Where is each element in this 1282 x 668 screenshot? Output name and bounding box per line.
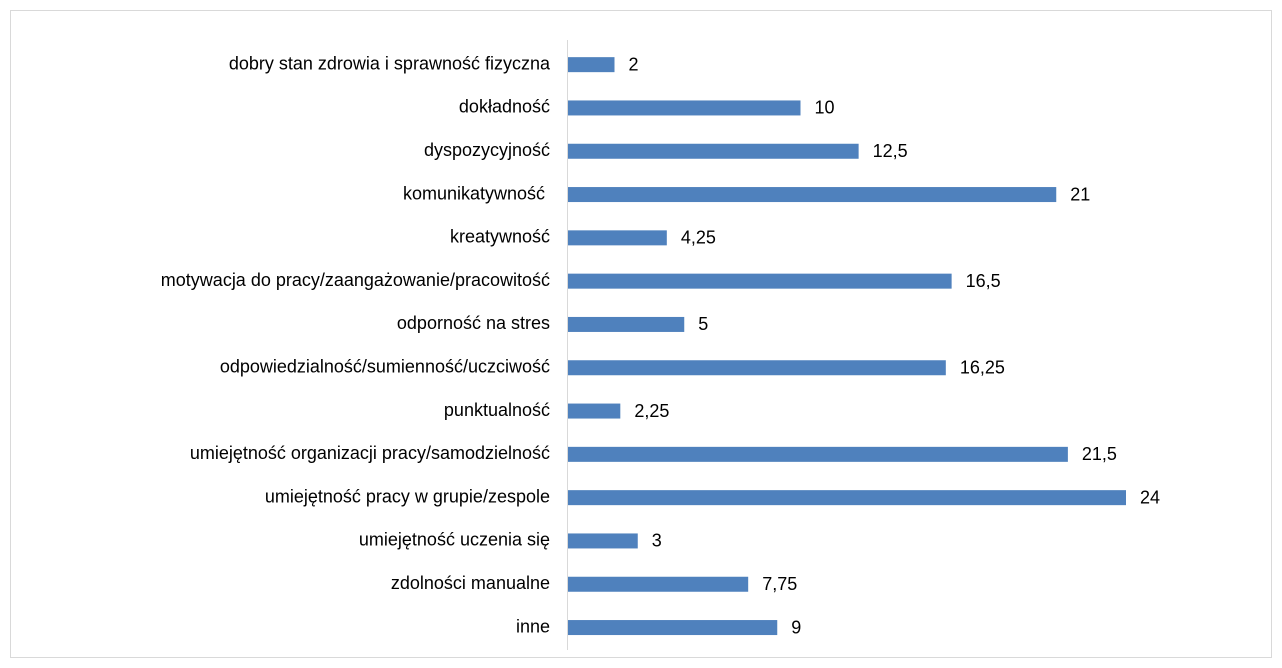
y-tick-label: umiejętność pracy w grupie/zespole xyxy=(265,486,550,506)
chart-frame xyxy=(10,10,1272,658)
data-label: 24 xyxy=(1140,487,1160,507)
bar xyxy=(568,316,685,332)
bar xyxy=(568,230,667,246)
data-label: 16,25 xyxy=(960,358,1005,378)
data-label: 4,25 xyxy=(681,228,716,248)
data-label: 10 xyxy=(815,98,835,118)
y-tick-label: komunikatywność xyxy=(403,183,550,203)
y-tick-label: umiejętność uczenia się xyxy=(359,530,550,550)
y-tick-label: zdolności manualne xyxy=(391,573,550,593)
y-tick-label: umiejętność organizacji pracy/samodzieln… xyxy=(190,443,550,463)
bar xyxy=(568,273,952,289)
bar xyxy=(568,187,1057,203)
data-label: 5 xyxy=(698,314,708,334)
y-tick-label: odporność na stres xyxy=(397,313,550,333)
y-tick-label: dyspozycyjność xyxy=(424,140,550,160)
bar xyxy=(568,100,801,116)
bar xyxy=(568,576,749,592)
bar xyxy=(568,57,615,73)
data-label: 21 xyxy=(1070,184,1090,204)
y-tick-label: inne xyxy=(516,616,550,636)
bar xyxy=(568,446,1068,462)
data-label: 12,5 xyxy=(873,141,908,161)
y-tick-label: kreatywność xyxy=(450,227,550,247)
bar xyxy=(568,143,859,159)
bar xyxy=(568,360,946,376)
data-label: 3 xyxy=(652,531,662,551)
bar xyxy=(568,620,778,636)
bar xyxy=(568,490,1126,506)
data-label: 21,5 xyxy=(1082,444,1117,464)
y-tick-label: motywacja do pracy/zaangażowanie/pracowi… xyxy=(161,270,550,290)
data-label: 2,25 xyxy=(634,401,669,421)
y-tick-label: odpowiedzialność/sumienność/uczciwość xyxy=(220,357,550,377)
y-tick-label: dobry stan zdrowia i sprawność fizyczna xyxy=(229,53,551,73)
bar xyxy=(568,533,638,549)
data-label: 2 xyxy=(629,54,639,74)
bar xyxy=(568,403,621,419)
y-tick-label: dokładność xyxy=(459,97,550,117)
data-label: 7,75 xyxy=(762,574,797,594)
data-label: 9 xyxy=(791,617,801,637)
y-tick-label: punktualność xyxy=(444,400,550,420)
data-label: 16,5 xyxy=(966,271,1001,291)
